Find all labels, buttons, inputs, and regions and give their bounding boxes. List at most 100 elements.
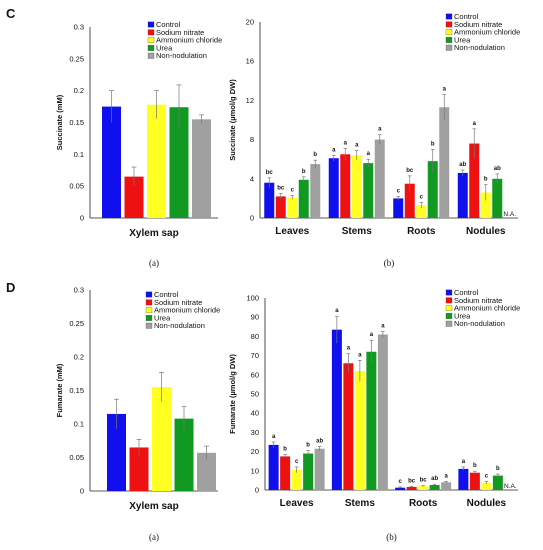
chart-succinate-xylem-sap: 0 0.05 0.1 0.15 0.2 0.25 0.3 Succinate (mM) Xyle… bbox=[55, 20, 222, 268]
significance-letter: a bbox=[381, 324, 385, 330]
chart-fumarate-xylem-sap: 0 0.05 0.1 0.15 0.2 0.25 0.3 Fumarate (mM) Xylem… bbox=[55, 286, 220, 543]
bar bbox=[291, 469, 302, 490]
y-tick-label: 0 bbox=[255, 486, 259, 495]
y-tick-label: 0 bbox=[80, 214, 84, 223]
legend-swatch bbox=[445, 320, 453, 327]
legend-label: Non-nodulation bbox=[154, 321, 205, 330]
y-tick-label: 0.15 bbox=[69, 118, 84, 127]
y-tick-label: 10 bbox=[251, 466, 259, 475]
significance-letter: a bbox=[367, 151, 371, 157]
legend-label: Ammonium chloride bbox=[154, 306, 220, 315]
subfigure-label: (b) bbox=[386, 532, 397, 542]
significance-letter: a bbox=[347, 346, 351, 352]
legend-label: Control bbox=[154, 290, 179, 299]
significance-letter: b bbox=[431, 141, 435, 147]
legend-label: Sodium nitrate bbox=[154, 298, 202, 307]
y-tick-label: 30 bbox=[251, 428, 259, 437]
bar bbox=[314, 448, 325, 490]
bar bbox=[303, 453, 314, 490]
bar bbox=[340, 154, 351, 218]
y-tick-label: 0 bbox=[250, 214, 254, 223]
legend-label: Non-nodulation bbox=[454, 43, 505, 52]
bar bbox=[441, 482, 452, 490]
legend-swatch bbox=[445, 37, 453, 43]
x-category-label: Stems bbox=[342, 226, 372, 237]
bar bbox=[354, 370, 365, 490]
x-category-label: Leaves bbox=[280, 498, 314, 509]
bar bbox=[429, 485, 440, 490]
significance-letter: bc bbox=[266, 170, 274, 176]
y-tick-label: 0.3 bbox=[74, 23, 84, 32]
y-tick-label: 0.2 bbox=[74, 86, 84, 95]
legend-swatch bbox=[147, 52, 155, 59]
bar bbox=[169, 107, 189, 218]
x-category-label: Roots bbox=[409, 498, 438, 509]
bar bbox=[268, 444, 279, 490]
significance-letter: c bbox=[397, 188, 401, 194]
y-tick-label: 100 bbox=[246, 294, 259, 303]
bar bbox=[439, 107, 450, 218]
bar bbox=[404, 183, 415, 218]
legend-swatch bbox=[445, 289, 453, 296]
significance-letter: bc bbox=[406, 168, 414, 174]
bar bbox=[107, 413, 126, 491]
bar bbox=[264, 182, 275, 218]
y-tick-label: 70 bbox=[251, 351, 259, 360]
y-tick-label: 16 bbox=[246, 57, 254, 66]
legend-label: Urea bbox=[154, 313, 171, 322]
bar bbox=[174, 418, 194, 491]
bar bbox=[328, 158, 339, 218]
x-axis-title: Xylem sap bbox=[129, 228, 178, 239]
significance-letter: c bbox=[420, 194, 424, 200]
bar bbox=[343, 363, 354, 490]
significance-letter: bc bbox=[408, 478, 416, 484]
y-tick-label: 80 bbox=[251, 332, 259, 341]
bar bbox=[366, 351, 377, 490]
significance-letter: a bbox=[272, 434, 276, 440]
subfigure-label: (a) bbox=[149, 532, 159, 542]
panel-label-c: C bbox=[6, 6, 16, 21]
legend-swatch bbox=[147, 29, 155, 36]
legend-swatch bbox=[445, 29, 453, 36]
bar bbox=[298, 179, 309, 218]
significance-letter: b bbox=[306, 443, 310, 449]
y-tick-label: 40 bbox=[251, 409, 259, 418]
legend-swatch bbox=[145, 322, 153, 329]
significance-letter: b bbox=[473, 463, 477, 469]
y-tick-label: 50 bbox=[251, 390, 259, 399]
bar bbox=[192, 119, 211, 218]
legend-swatch bbox=[145, 307, 153, 314]
y-tick-label: 0.15 bbox=[69, 386, 84, 395]
y-tick-label: 0.1 bbox=[74, 420, 84, 429]
y-axis-title: Fumarate (µmol/g DW) bbox=[228, 354, 237, 434]
bar bbox=[418, 486, 429, 490]
y-tick-label: 60 bbox=[251, 370, 259, 379]
bar bbox=[469, 143, 480, 218]
legend-label: Sodium nitrate bbox=[156, 28, 204, 37]
legend-label: Ammonium chloride bbox=[454, 304, 520, 313]
legend-swatch bbox=[147, 21, 155, 28]
bar bbox=[147, 104, 166, 218]
bar bbox=[427, 161, 438, 218]
legend-label: Urea bbox=[156, 43, 173, 52]
legend-swatch bbox=[147, 45, 155, 51]
significance-letter: c bbox=[295, 459, 299, 465]
legend-swatch bbox=[445, 313, 453, 319]
bar bbox=[351, 155, 362, 218]
bar bbox=[377, 334, 388, 490]
bar bbox=[275, 196, 286, 218]
y-tick-label: 0.25 bbox=[69, 319, 84, 328]
legend-swatch bbox=[147, 37, 155, 44]
significance-letter: ab bbox=[431, 476, 438, 482]
legend-swatch bbox=[445, 21, 453, 28]
y-axis-title: Succinate (mM) bbox=[55, 94, 64, 150]
legend-swatch bbox=[145, 315, 153, 321]
significance-letter: a bbox=[332, 147, 336, 153]
legend-swatch bbox=[445, 305, 453, 312]
significance-letter: a bbox=[358, 352, 362, 358]
legend-swatch bbox=[145, 291, 153, 298]
na-label: N.A. bbox=[504, 483, 517, 490]
significance-letter: a bbox=[335, 308, 339, 314]
bar bbox=[492, 178, 503, 218]
